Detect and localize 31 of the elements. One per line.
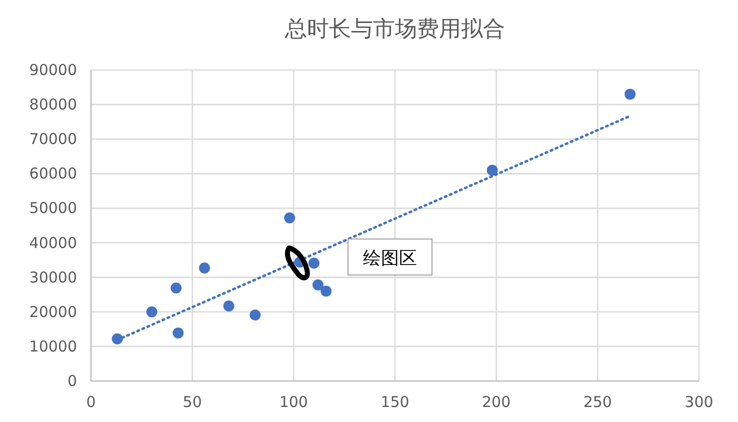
point (250, 310, 261, 320)
point (146, 306, 158, 318)
y-tick-label: 90000 (29, 61, 77, 79)
point (486, 164, 498, 176)
y-tick-label: 60000 (29, 164, 77, 183)
point (170, 282, 182, 294)
point (308, 258, 320, 269)
point (223, 300, 234, 312)
x-tick-label: 300 (684, 393, 714, 411)
point (320, 286, 332, 297)
point (198, 262, 210, 274)
chart-title: 总时长与市场费用拟合 (284, 17, 505, 42)
point (172, 327, 184, 338)
x-tick-label: 100 (279, 393, 308, 411)
y-tick-label: 70000 (29, 130, 77, 148)
y-tick-label: 40000 (29, 234, 77, 252)
y-tick-label: 0 (67, 372, 77, 390)
y-tick-label: 80000 (29, 96, 77, 114)
x-tick-label: 0 (86, 393, 96, 411)
point (312, 279, 324, 290)
y-tick-label: 30000 (29, 268, 77, 286)
annotation: 绘图区 (363, 248, 417, 269)
x-tick-label: 150 (380, 393, 410, 411)
x-tick-label: 250 (583, 393, 612, 411)
x-tick-label: 200 (482, 393, 511, 411)
y-tick-label: 10000 (29, 337, 77, 356)
y-tick-label: 50000 (29, 199, 77, 218)
point (284, 212, 296, 224)
y-tick-label: 20000 (29, 302, 77, 321)
x-tick-label: 50 (182, 393, 202, 411)
point (624, 88, 636, 100)
